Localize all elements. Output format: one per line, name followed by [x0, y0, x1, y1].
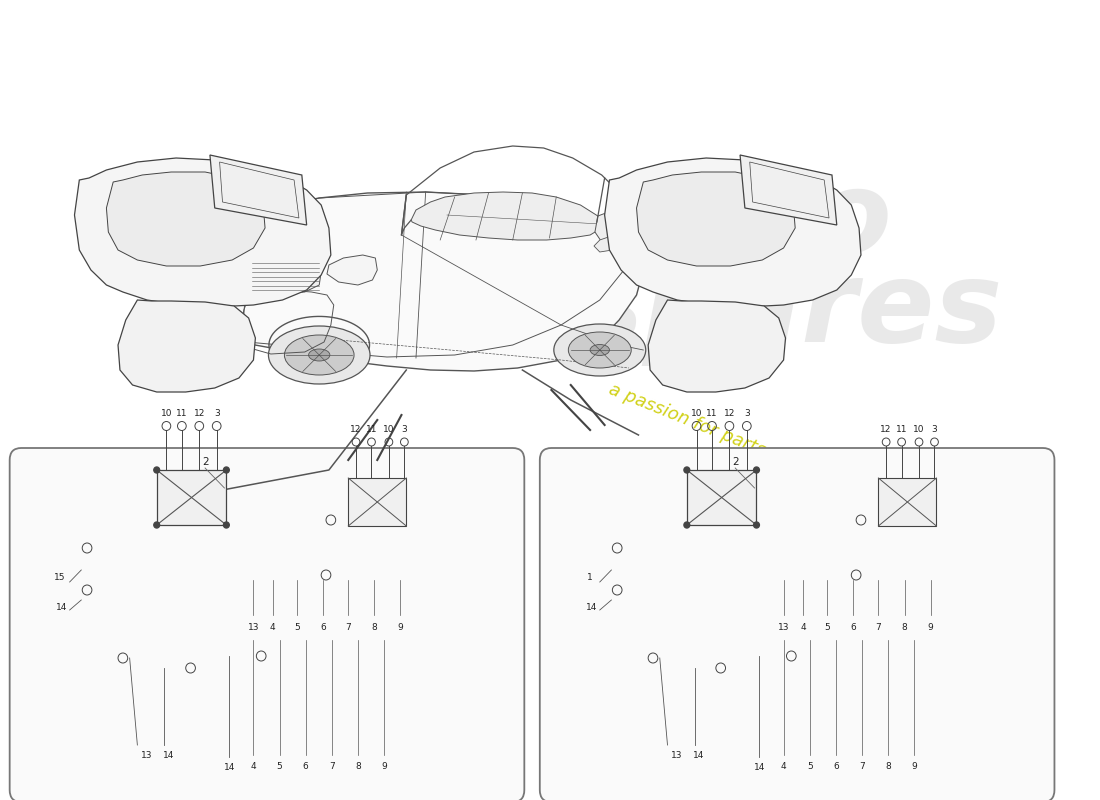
Text: 12: 12 — [724, 409, 735, 418]
Text: 9: 9 — [927, 623, 934, 633]
Circle shape — [684, 522, 690, 528]
Polygon shape — [411, 192, 602, 240]
Ellipse shape — [553, 324, 646, 376]
Text: 14: 14 — [163, 751, 174, 761]
Text: 5: 5 — [294, 623, 300, 633]
Circle shape — [684, 467, 690, 473]
Text: 9: 9 — [382, 762, 387, 771]
Text: 6: 6 — [833, 762, 838, 771]
Text: 3: 3 — [932, 426, 937, 434]
Text: 14: 14 — [56, 602, 67, 611]
Text: a passion for parts since 1985: a passion for parts since 1985 — [606, 381, 865, 499]
Text: 13: 13 — [778, 623, 790, 633]
Circle shape — [154, 467, 160, 473]
Polygon shape — [595, 205, 662, 248]
Text: 11: 11 — [176, 409, 188, 418]
Text: 2: 2 — [201, 457, 208, 467]
Bar — [349, 478, 406, 526]
Polygon shape — [637, 172, 795, 266]
Text: 5: 5 — [277, 762, 283, 771]
Text: 9: 9 — [397, 623, 404, 633]
Text: 4: 4 — [781, 762, 786, 771]
Circle shape — [223, 522, 229, 528]
Text: 15: 15 — [54, 574, 66, 582]
Text: 3: 3 — [402, 426, 407, 434]
Ellipse shape — [590, 345, 609, 355]
Polygon shape — [221, 192, 644, 371]
FancyBboxPatch shape — [540, 448, 1055, 800]
Polygon shape — [107, 172, 265, 266]
Text: 4: 4 — [800, 623, 805, 633]
Text: 10: 10 — [691, 409, 702, 418]
Bar — [156, 470, 227, 525]
Text: 8: 8 — [902, 623, 908, 633]
Polygon shape — [594, 236, 617, 252]
Text: 12: 12 — [880, 426, 892, 434]
Polygon shape — [75, 158, 331, 307]
Circle shape — [154, 522, 160, 528]
Text: 4: 4 — [270, 623, 276, 633]
Text: 3: 3 — [213, 409, 220, 418]
Text: 9: 9 — [911, 762, 917, 771]
Text: 8: 8 — [355, 762, 361, 771]
Text: 14: 14 — [754, 763, 766, 773]
Text: 6: 6 — [320, 623, 326, 633]
Text: 14: 14 — [586, 602, 597, 611]
Circle shape — [223, 467, 229, 473]
Ellipse shape — [309, 349, 330, 361]
Text: 10: 10 — [161, 409, 172, 418]
Text: 6: 6 — [850, 623, 856, 633]
Text: 8: 8 — [372, 623, 377, 633]
Text: 12: 12 — [350, 426, 362, 434]
Text: 7: 7 — [859, 762, 865, 771]
Text: 4: 4 — [251, 762, 256, 771]
Bar — [686, 470, 757, 525]
Polygon shape — [118, 300, 255, 392]
Text: 14: 14 — [223, 763, 235, 773]
Polygon shape — [250, 260, 321, 294]
FancyBboxPatch shape — [10, 448, 525, 800]
Text: 5: 5 — [824, 623, 830, 633]
Text: 7: 7 — [345, 623, 351, 633]
Text: 13: 13 — [248, 623, 260, 633]
Text: 3: 3 — [744, 409, 750, 418]
Text: 7: 7 — [329, 762, 334, 771]
Text: spares: spares — [575, 254, 1003, 366]
Polygon shape — [327, 255, 377, 285]
Text: 12: 12 — [194, 409, 205, 418]
Text: 7: 7 — [876, 623, 881, 633]
Text: 8: 8 — [886, 762, 891, 771]
Text: 11: 11 — [706, 409, 717, 418]
Text: 1: 1 — [587, 574, 593, 582]
Text: 6: 6 — [302, 762, 309, 771]
Ellipse shape — [285, 335, 354, 375]
Text: 11: 11 — [365, 426, 377, 434]
Polygon shape — [605, 158, 861, 307]
Text: euro: euro — [600, 165, 892, 275]
Text: 10: 10 — [913, 426, 925, 434]
Text: 13: 13 — [141, 751, 153, 761]
Ellipse shape — [268, 326, 370, 384]
Polygon shape — [648, 300, 785, 392]
Text: 2: 2 — [732, 457, 738, 467]
Text: 5: 5 — [806, 762, 813, 771]
Bar — [879, 478, 936, 526]
Polygon shape — [210, 155, 307, 225]
Text: 10: 10 — [383, 426, 395, 434]
Polygon shape — [740, 155, 837, 225]
Circle shape — [754, 467, 759, 473]
Circle shape — [754, 522, 759, 528]
Text: 14: 14 — [693, 751, 704, 761]
Ellipse shape — [569, 332, 631, 368]
Text: 11: 11 — [895, 426, 908, 434]
Text: 13: 13 — [671, 751, 683, 761]
